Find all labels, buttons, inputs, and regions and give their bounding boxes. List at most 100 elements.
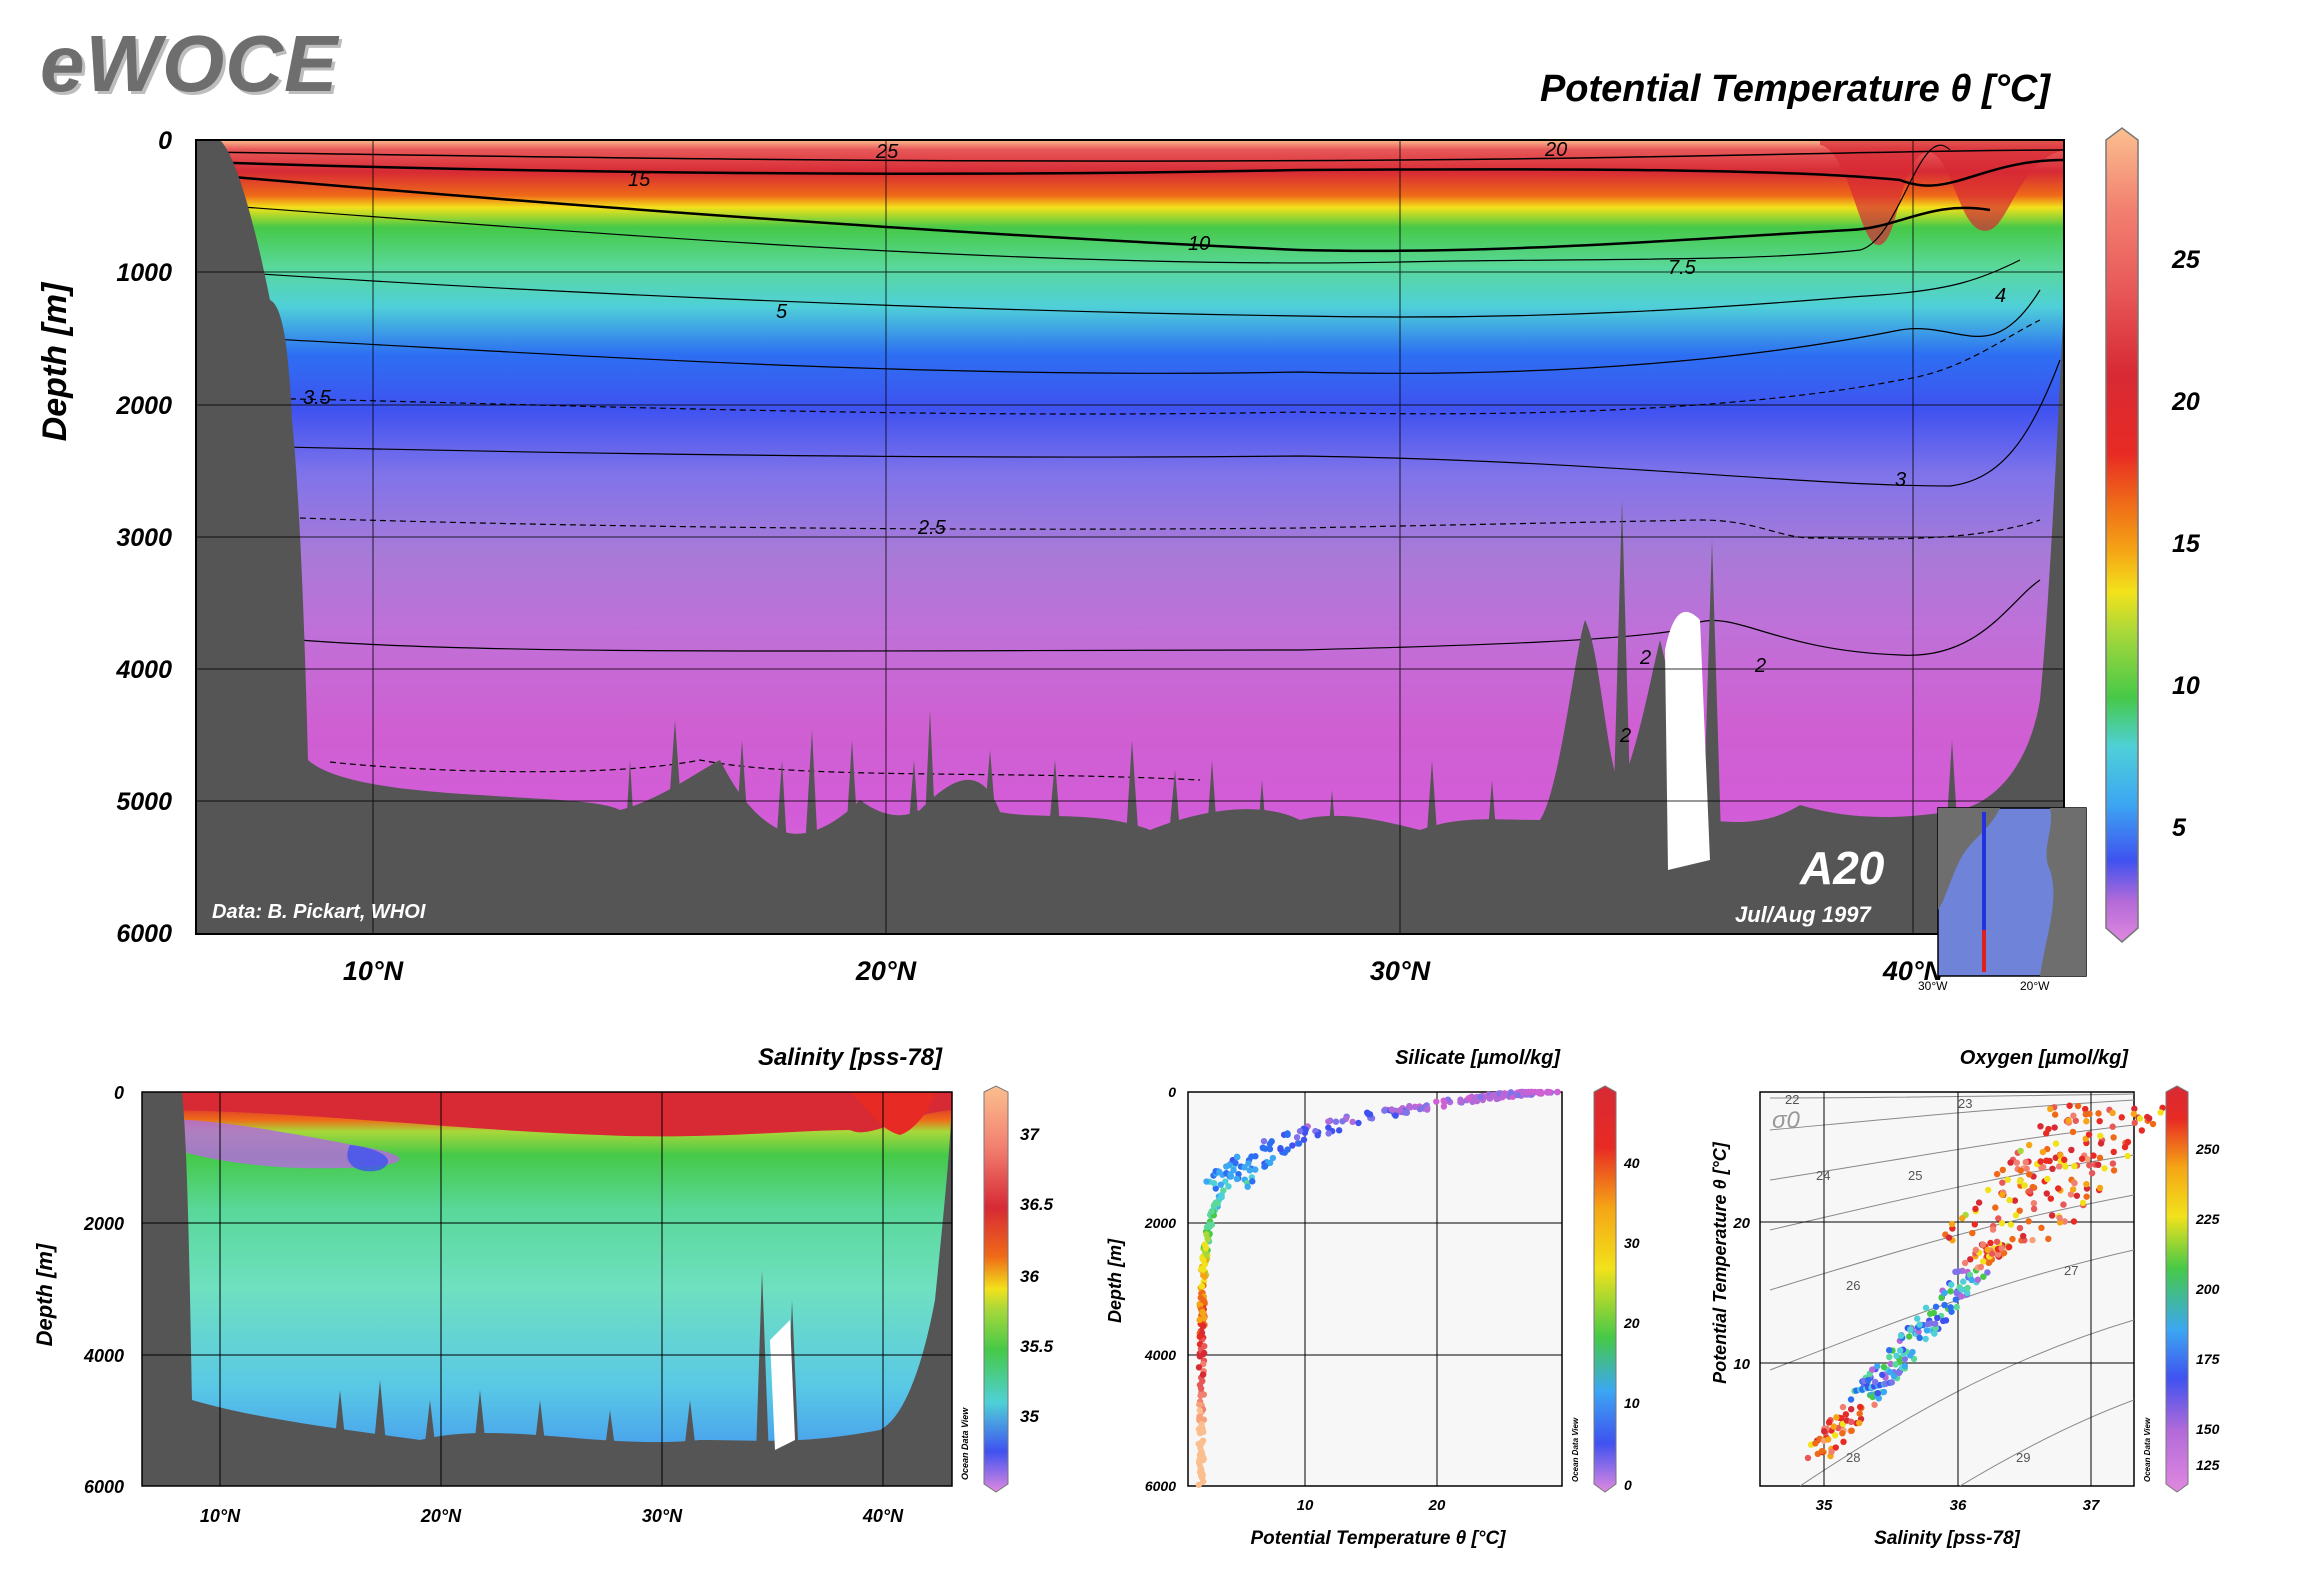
oxygen-point <box>1812 1440 1819 1447</box>
silicate-point <box>1201 1261 1209 1268</box>
oxygen-point <box>1818 1447 1826 1455</box>
oxygen-point <box>1953 1303 1960 1311</box>
silicate-point <box>1225 1183 1232 1190</box>
oxygen-point <box>1963 1289 1971 1297</box>
oxygen-point <box>2084 1156 2091 1163</box>
oxygen-point <box>1995 1215 2002 1222</box>
oxygen-point <box>2096 1154 2104 1162</box>
oxygen-point <box>1871 1401 1878 1408</box>
oxygen-point <box>2066 1102 2073 1109</box>
oxygen-point <box>1831 1432 1839 1439</box>
contour-lines <box>199 144 2064 781</box>
silicate-point <box>1197 1385 1205 1392</box>
silicate-point <box>1325 1130 1332 1137</box>
oxygen-point <box>2109 1160 2117 1167</box>
salinity-colorbar-ticks: 37 36.5 36 35.5 35 <box>1020 1125 1054 1426</box>
svg-text:40°N: 40°N <box>1882 956 1944 986</box>
silicate-point <box>1423 1106 1431 1113</box>
inset-map: 30°W 20°W <box>1918 807 2087 993</box>
oxygen-point <box>1998 1245 2005 1252</box>
main-grid <box>196 140 2064 934</box>
oxygen-point <box>2095 1110 2102 1117</box>
oxygen-point <box>1967 1256 1974 1263</box>
silicate-point <box>1277 1146 1284 1153</box>
oxygen-point <box>2118 1114 2125 1121</box>
silicate-point <box>1227 1171 1234 1178</box>
svg-text:4000: 4000 <box>83 1346 124 1366</box>
oxygen-point <box>2013 1159 2021 1166</box>
seafloor-bathymetry <box>196 140 2064 934</box>
silicate-point <box>1246 1167 1253 1174</box>
svg-text:36.5: 36.5 <box>1020 1195 1054 1214</box>
oxygen-point <box>2039 1163 2047 1171</box>
oxygen-point <box>1830 1423 1837 1430</box>
oxygen-point <box>2068 1146 2075 1154</box>
silicate-point <box>1197 1424 1204 1431</box>
silicate-point <box>1261 1163 1269 1170</box>
oxygen-point <box>1960 1278 1967 1285</box>
silicate-point <box>1266 1140 1274 1148</box>
oxygen-point <box>2069 1128 2077 1136</box>
oxygen-point <box>1887 1360 1894 1368</box>
silicate-point <box>1332 1118 1340 1125</box>
silicate-point <box>1284 1131 1291 1138</box>
oxygen-point <box>2047 1105 2054 1113</box>
oxygen-point <box>2082 1105 2089 1113</box>
silicate-watermark: Ocean Data View <box>1571 1417 1580 1482</box>
silicate-point <box>1199 1371 1207 1378</box>
svg-text:2: 2 <box>1619 725 1631 747</box>
oxygen-point <box>2051 1124 2058 1131</box>
salinity-yticks: 0 2000 4000 6000 <box>83 1083 124 1497</box>
oxygen-point <box>2060 1201 2067 1208</box>
silicate-point <box>1546 1088 1554 1096</box>
oxygen-point <box>1825 1419 1833 1426</box>
svg-text:10: 10 <box>2172 672 2200 700</box>
svg-text:30°N: 30°N <box>642 1506 683 1526</box>
svg-text:0: 0 <box>1168 1084 1176 1100</box>
oxygen-point <box>2046 1157 2053 1165</box>
silicate-point <box>1465 1094 1473 1102</box>
silicate-point <box>1269 1154 1277 1162</box>
svg-text:0: 0 <box>1624 1477 1632 1493</box>
oxygen-point <box>2055 1185 2062 1192</box>
silicate-point <box>1233 1153 1241 1161</box>
silicate-point <box>1252 1166 1259 1173</box>
oxygen-point <box>1885 1347 1893 1354</box>
oxygen-point <box>1838 1415 1845 1422</box>
svg-text:20: 20 <box>1428 1497 1446 1514</box>
oxygen-point <box>1984 1246 1991 1254</box>
silicate-point <box>1296 1127 1304 1135</box>
oxygen-point <box>1984 1186 1992 1194</box>
svg-text:2.5: 2.5 <box>917 517 947 539</box>
oxygen-point <box>1886 1368 1894 1376</box>
oxygen-point <box>1828 1448 1835 1455</box>
isopycnal-labels: 22 23 24 25 26 27 28 29 <box>1785 1092 2078 1465</box>
oxygen-point <box>1953 1289 1960 1297</box>
oxygen-point <box>1992 1204 1999 1211</box>
silicate-point <box>1397 1106 1404 1114</box>
silicate-point <box>1216 1168 1223 1176</box>
salinity-title: Salinity [pss-78] <box>757 1044 942 1071</box>
silicate-point <box>1203 1251 1210 1258</box>
svg-text:4000: 4000 <box>115 656 172 684</box>
oxygen-title: Oxygen [µmol/kg] <box>1959 1047 2128 1069</box>
oxygen-point <box>1947 1288 1954 1295</box>
oxygen-point <box>2052 1140 2060 1147</box>
oxygen-point <box>1840 1438 1847 1446</box>
oxygen-point <box>2085 1131 2093 1138</box>
silicate-point <box>1406 1102 1413 1110</box>
svg-text:2: 2 <box>1754 655 1766 677</box>
oxygen-point <box>1839 1430 1846 1437</box>
silicate-point <box>1501 1092 1509 1099</box>
svg-text:20°N: 20°N <box>855 956 917 986</box>
svg-text:225: 225 <box>2195 1211 2220 1227</box>
silicate-point <box>1486 1095 1493 1102</box>
oxygen-point <box>1942 1317 1950 1324</box>
oxygen-point <box>2067 1191 2075 1198</box>
oxygen-point <box>1879 1371 1886 1378</box>
section-name: A20 <box>1799 842 1885 894</box>
silicate-point <box>1349 1118 1356 1126</box>
oxygen-point <box>1975 1199 1983 1206</box>
main-title: Potential Temperature θ [°C] <box>1539 68 2050 110</box>
